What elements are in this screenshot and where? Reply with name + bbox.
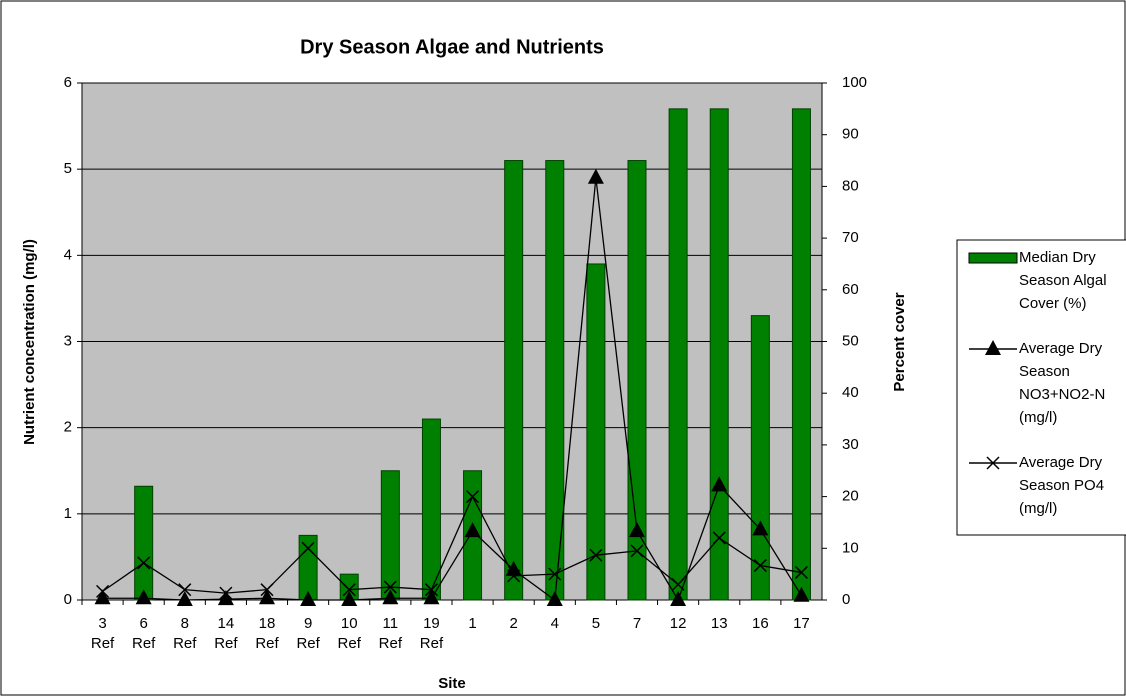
x-tick-label: 14 Ref xyxy=(214,615,238,652)
marker xyxy=(217,590,234,606)
bar xyxy=(791,108,811,601)
y-tick-label: 2 xyxy=(64,419,72,436)
line xyxy=(102,495,802,594)
x-tick-label: 9 Ref xyxy=(296,615,320,652)
y-tick-label: 1 xyxy=(64,505,72,522)
marker xyxy=(137,556,151,570)
legend-swatch xyxy=(968,252,1018,264)
x-tick-label: 12 xyxy=(670,615,687,632)
x-tick-label: 1 xyxy=(468,615,476,632)
marker xyxy=(589,548,603,562)
marker xyxy=(383,580,397,594)
legend-label: Median Dry Season Algal Cover (%) xyxy=(1019,249,1107,312)
marker xyxy=(711,476,728,492)
bar xyxy=(586,263,606,601)
chart-title: Dry Season Algae and Nutrients xyxy=(300,36,604,58)
y2-tick-label: 10 xyxy=(842,539,859,556)
marker xyxy=(342,583,356,597)
marker xyxy=(630,544,644,558)
y2-tick-label: 100 xyxy=(842,74,867,91)
marker xyxy=(96,584,110,598)
bar xyxy=(380,470,400,601)
marker xyxy=(794,565,808,579)
marker xyxy=(94,589,111,605)
x-tick-label: 18 Ref xyxy=(255,615,279,652)
bar xyxy=(134,485,154,601)
y2-axis-title: Percent cover xyxy=(891,292,908,391)
y-axis-title: Nutrient concentration (mg/l) xyxy=(21,239,38,445)
legend-label: Average Dry Season NO3+NO2-N (mg/l) xyxy=(1019,340,1105,426)
x-tick-label: 11 Ref xyxy=(379,615,403,652)
y-tick-label: 3 xyxy=(64,332,72,349)
marker xyxy=(670,591,687,606)
marker xyxy=(424,583,438,597)
x-axis-title: Site xyxy=(438,675,466,692)
y2-tick-label: 50 xyxy=(842,332,859,349)
marker xyxy=(587,168,604,184)
y2-tick-label: 90 xyxy=(842,126,859,143)
bar xyxy=(709,108,729,601)
marker xyxy=(629,522,645,538)
y-tick-label: 0 xyxy=(64,591,72,608)
x-tick-label: 7 xyxy=(633,615,641,632)
legend-box xyxy=(956,239,1126,536)
marker xyxy=(712,531,726,545)
y2-tick-label: 0 xyxy=(842,591,850,608)
x-tick-label: 8 Ref xyxy=(173,615,197,652)
x-tick-label: 10 Ref xyxy=(338,615,362,652)
x-tick-label: 19 Ref xyxy=(420,615,444,652)
legend-label: Average Dry Season PO4 (mg/l) xyxy=(1019,454,1104,517)
marker xyxy=(341,591,358,606)
legend-marker xyxy=(985,340,1001,355)
y2-tick-label: 60 xyxy=(842,281,859,298)
marker xyxy=(507,569,521,583)
x-tick-label: 16 xyxy=(752,615,769,632)
bar xyxy=(504,160,524,601)
marker xyxy=(301,541,315,555)
y2-tick-label: 40 xyxy=(842,384,859,401)
y-tick-label: 4 xyxy=(64,246,72,263)
x-tick-label: 5 xyxy=(592,615,600,632)
x-tick-label: 6 Ref xyxy=(132,615,156,652)
legend-marker xyxy=(986,456,1000,470)
marker xyxy=(752,520,769,536)
marker xyxy=(753,559,767,573)
marker xyxy=(300,591,317,606)
marker xyxy=(546,591,563,606)
y2-tick-label: 70 xyxy=(842,229,859,246)
x-tick-label: 17 xyxy=(793,615,810,632)
y2-tick-label: 20 xyxy=(842,488,859,505)
bar xyxy=(298,534,318,601)
y-tick-label: 6 xyxy=(64,74,72,91)
x-tick-label: 4 xyxy=(551,615,559,632)
marker xyxy=(548,567,562,581)
marker xyxy=(135,589,152,605)
marker xyxy=(423,589,440,605)
y-tick-label: 5 xyxy=(64,160,72,177)
line xyxy=(102,177,802,602)
bar xyxy=(668,108,688,601)
marker xyxy=(382,589,399,605)
marker xyxy=(464,522,481,538)
y2-tick-label: 30 xyxy=(842,436,859,453)
marker xyxy=(176,591,193,606)
marker xyxy=(178,583,192,597)
bar xyxy=(421,418,441,601)
marker xyxy=(466,490,480,504)
bar xyxy=(750,315,770,601)
y2-tick-label: 80 xyxy=(842,177,859,194)
marker xyxy=(259,589,275,605)
marker xyxy=(793,586,810,602)
marker xyxy=(671,577,685,592)
x-tick-label: 3 Ref xyxy=(91,615,115,652)
x-tick-label: 2 xyxy=(509,615,517,632)
marker xyxy=(260,583,274,597)
x-tick-label: 13 xyxy=(711,615,728,632)
marker xyxy=(219,586,233,600)
